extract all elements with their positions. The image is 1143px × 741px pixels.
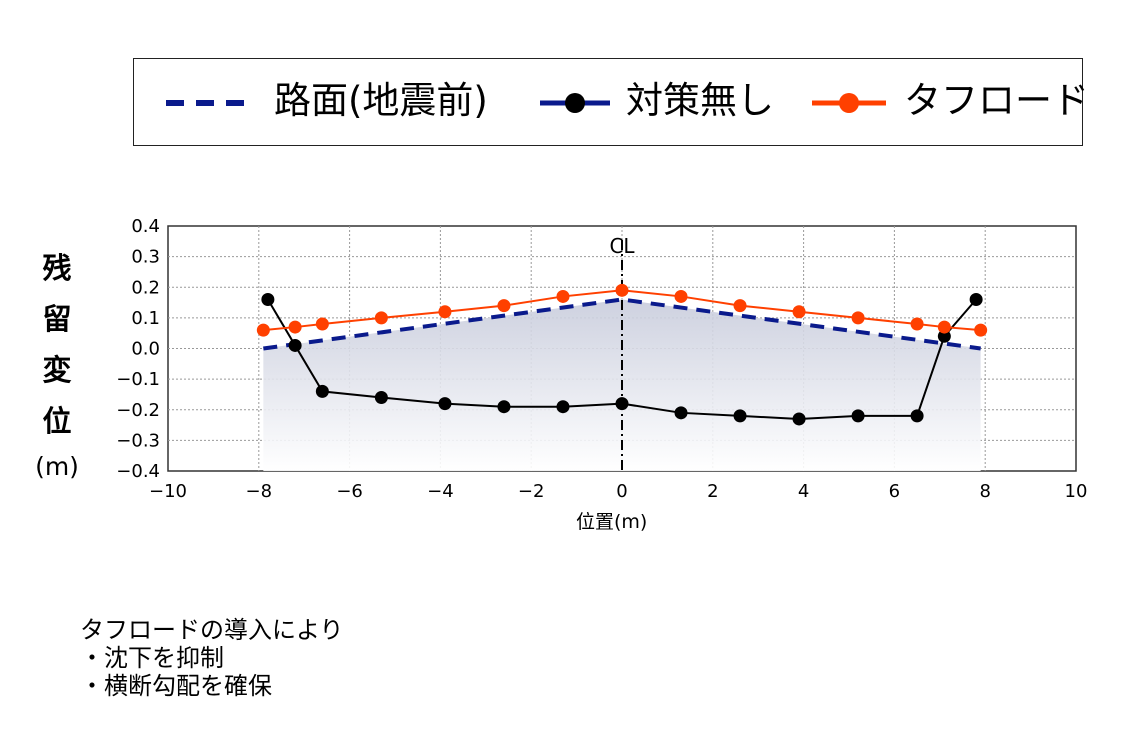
data-point-2 (438, 305, 452, 319)
x-tick-label: 0 (616, 481, 627, 502)
y-axis-label-char: 変 (42, 353, 72, 387)
note-line-1: タフロードの導入により (80, 616, 344, 644)
y-axis-label: 残 留 変 位 (m) (32, 243, 82, 487)
x-tick-label: −8 (246, 481, 273, 502)
chart-series (256, 283, 988, 426)
x-tick-label: 6 (889, 481, 900, 502)
data-point-1 (937, 329, 951, 343)
x-axis-label: 位置(m) (576, 511, 648, 533)
y-tick-label: −0.1 (116, 369, 160, 390)
y-tick-label: 0.0 (131, 339, 160, 360)
data-point-2 (792, 305, 806, 319)
y-tick-label: 0.3 (131, 247, 160, 268)
data-point-2 (256, 323, 270, 337)
legend-label-tough: タフロード (904, 79, 1089, 122)
y-tick-label: −0.4 (116, 461, 160, 482)
chart-legend: 路面(地震前) 対策無し タフロード (133, 58, 1089, 146)
note-line-3: ・横断勾配を確保 (80, 672, 272, 700)
legend-label-none: 対策無し (626, 79, 774, 122)
data-point-2 (910, 317, 924, 331)
y-tick-label: 0.4 (131, 216, 160, 237)
data-point-2 (974, 323, 988, 337)
y-axis-unit: (m) (35, 452, 79, 481)
data-point-2 (315, 317, 329, 331)
x-tick-label: 2 (707, 481, 718, 502)
data-point-1 (851, 409, 865, 423)
chart-ticks: −10 −8 −6 −4 −2 0 2 4 6 8 10 0.4 0.3 0.2 0.1 0.0 −0.1 −0.… (116, 216, 1087, 502)
data-point-1 (556, 400, 570, 414)
data-point-1 (438, 397, 452, 411)
centerline: CL (609, 234, 635, 471)
data-point-2 (733, 299, 747, 313)
y-tick-label: −0.2 (116, 400, 160, 421)
y-tick-label: 0.1 (131, 308, 160, 329)
data-point-2 (497, 299, 511, 313)
centerline-label: CL (609, 234, 635, 258)
data-point-1 (315, 384, 329, 398)
data-point-2 (374, 311, 388, 325)
data-point-2 (615, 283, 629, 297)
y-axis-label-char: 位 (42, 404, 72, 438)
data-point-1 (374, 391, 388, 404)
y-axis-label-char: 残 (42, 251, 72, 285)
legend-marker-none (565, 93, 585, 113)
summary-note: タフロードの導入により ・沈下を抑制 ・横断勾配を確保 (80, 616, 344, 700)
data-point-1 (674, 406, 688, 420)
x-tick-label: 8 (979, 481, 990, 502)
data-point-2 (288, 320, 302, 334)
data-point-1 (497, 400, 511, 414)
data-point-2 (674, 289, 688, 303)
y-tick-label: −0.3 (116, 430, 160, 451)
x-tick-label: −4 (427, 481, 454, 502)
x-tick-label: −2 (518, 481, 545, 502)
legend-marker-tough (839, 93, 859, 113)
note-line-2: ・沈下を抑制 (80, 644, 224, 672)
legend-label-road: 路面(地震前) (274, 79, 488, 122)
x-tick-label: 4 (798, 481, 809, 502)
y-tick-label: 0.2 (131, 277, 160, 298)
data-point-1 (733, 409, 747, 423)
x-tick-label: −6 (336, 481, 363, 502)
data-point-1 (261, 293, 275, 306)
data-point-2 (556, 289, 570, 303)
data-point-1 (792, 412, 806, 426)
y-axis-label-char: 留 (42, 302, 72, 336)
x-tick-label: 10 (1065, 481, 1088, 502)
series-line-road (263, 297, 981, 351)
x-tick-label: −10 (149, 481, 187, 502)
data-point-2 (851, 311, 865, 325)
legend-swatches (166, 93, 886, 113)
data-point-1 (910, 409, 924, 423)
data-point-1 (615, 397, 629, 411)
data-point-1 (288, 338, 302, 352)
data-point-2 (937, 320, 951, 334)
data-point-1 (969, 293, 983, 306)
